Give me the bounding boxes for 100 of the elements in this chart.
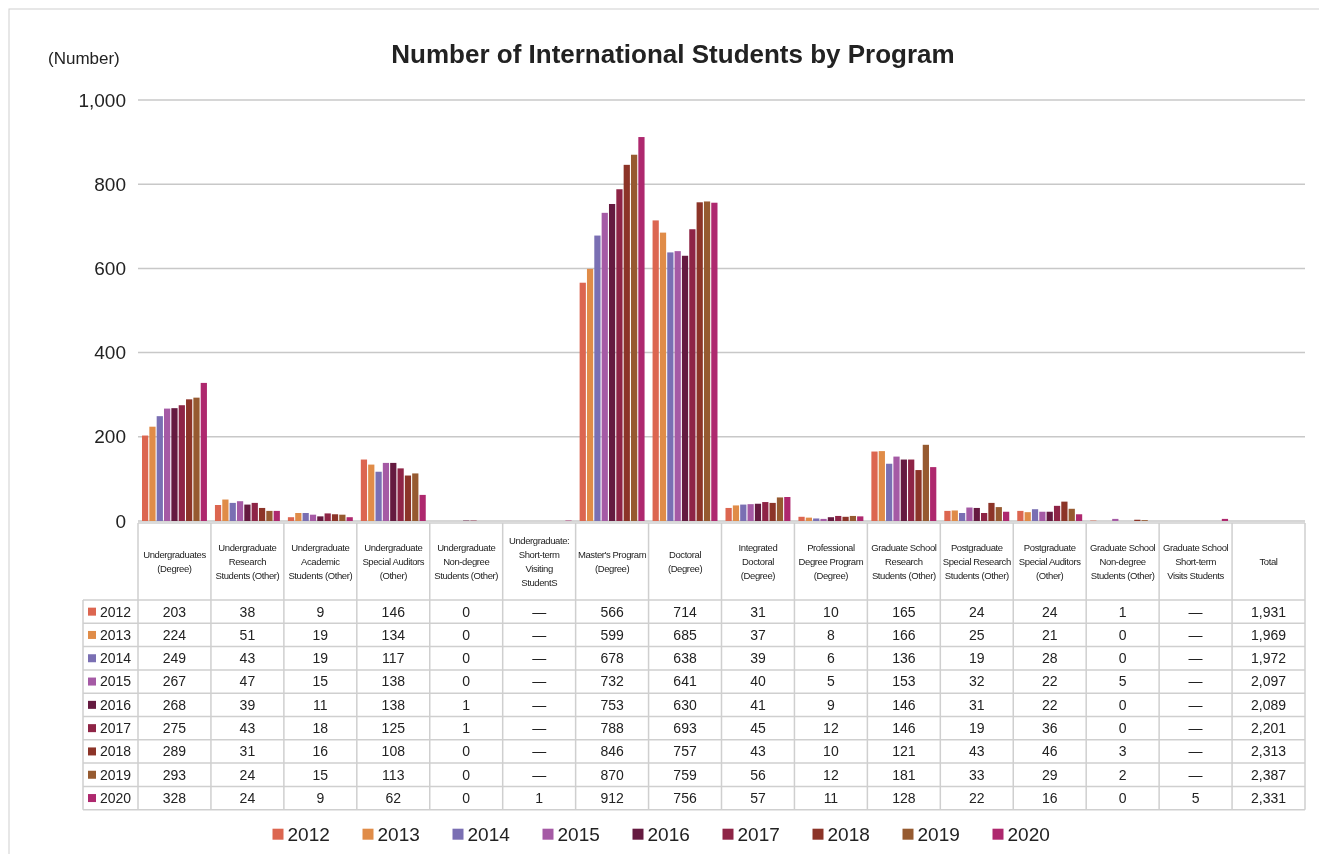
data-label: 275 bbox=[162, 720, 187, 737]
bar bbox=[966, 507, 973, 521]
text: — bbox=[1188, 743, 1203, 760]
bar bbox=[586, 268, 594, 521]
x-tick-label: Undergraduates (Degree) bbox=[143, 548, 207, 574]
bar bbox=[638, 137, 645, 521]
bar bbox=[251, 502, 258, 521]
data-label: 57 bbox=[750, 789, 766, 806]
data-label: 25 bbox=[968, 626, 985, 643]
bar bbox=[908, 459, 915, 521]
data-label: 756 bbox=[673, 789, 697, 806]
bar bbox=[222, 499, 229, 521]
bar bbox=[930, 467, 937, 521]
data-label: 146 bbox=[381, 603, 406, 620]
x-tick-label: Postgraduate Special Auditors (Other) bbox=[1018, 541, 1082, 581]
data-label: 28 bbox=[1041, 650, 1058, 667]
data-label: 24 bbox=[968, 603, 985, 620]
bar bbox=[419, 494, 426, 521]
text: — bbox=[1188, 650, 1203, 667]
text: — bbox=[532, 743, 547, 760]
bar bbox=[740, 504, 747, 521]
bar bbox=[186, 399, 193, 521]
bar bbox=[703, 201, 711, 521]
data-label: 47 bbox=[239, 673, 256, 690]
data-label: 138 bbox=[381, 696, 406, 713]
bar bbox=[156, 416, 163, 521]
bar bbox=[958, 513, 966, 521]
bar bbox=[667, 252, 674, 521]
data-label: 146 bbox=[892, 696, 916, 713]
bar bbox=[171, 408, 178, 521]
data-label: 146 bbox=[892, 720, 916, 737]
data-label: 24 bbox=[239, 789, 256, 806]
bar bbox=[236, 501, 244, 521]
bar bbox=[893, 456, 900, 521]
data-label: 268 bbox=[162, 696, 187, 713]
data-label: 16 bbox=[1041, 789, 1058, 806]
data-label: 693 bbox=[673, 720, 697, 737]
text: 2017 bbox=[737, 824, 780, 846]
bar bbox=[616, 189, 623, 521]
bar bbox=[1068, 508, 1075, 521]
data-label: 0 bbox=[462, 603, 471, 620]
data-label: 24 bbox=[239, 766, 256, 783]
bar bbox=[339, 514, 346, 521]
data-label: 136 bbox=[892, 650, 916, 667]
x-tick-label: Undergraduate Academic Students (Other) bbox=[288, 541, 353, 581]
legend-label: 2016 bbox=[100, 696, 132, 713]
bar bbox=[404, 475, 412, 521]
data-label: 113 bbox=[382, 766, 405, 783]
bar bbox=[368, 464, 375, 521]
data-label: 5 bbox=[1191, 789, 1200, 806]
x-tick-label: Master's Program (Degree) bbox=[577, 548, 647, 574]
data-label: 10 bbox=[823, 603, 839, 620]
data-label: 678 bbox=[600, 650, 624, 667]
data-label: 138 bbox=[381, 673, 406, 690]
data-label: 9 bbox=[316, 603, 325, 620]
x-tick-label: Undergraduate Non-degree Students (Other) bbox=[434, 541, 499, 581]
data-label: 9 bbox=[827, 696, 836, 713]
bar bbox=[725, 507, 732, 521]
data-label: 714 bbox=[673, 603, 697, 620]
text: — bbox=[1188, 603, 1203, 620]
bar bbox=[360, 459, 368, 521]
bar bbox=[1039, 511, 1046, 521]
bar bbox=[295, 513, 302, 521]
text: — bbox=[532, 603, 547, 620]
data-label: 2 bbox=[1118, 766, 1127, 783]
bar bbox=[1053, 505, 1061, 521]
bar bbox=[244, 504, 251, 521]
data-label: 15 bbox=[312, 766, 329, 783]
bar bbox=[922, 444, 929, 521]
x-tick-label: Professional Degree Program (Degree) bbox=[798, 541, 864, 581]
data-label: 1 bbox=[462, 696, 471, 713]
bar bbox=[674, 251, 681, 521]
data-label: 43 bbox=[750, 743, 766, 760]
data-label: 0 bbox=[462, 766, 471, 783]
legend-label: 2018 bbox=[100, 743, 132, 760]
x-tick-label: Undergraduate Research Students (Other) bbox=[215, 541, 280, 581]
bar bbox=[827, 517, 835, 521]
text: — bbox=[532, 626, 547, 643]
bar bbox=[900, 459, 907, 521]
bar bbox=[835, 515, 842, 521]
x-tick-label: Undergraduate: Short-term Visiting StudentS bbox=[508, 534, 570, 588]
data-label: 18 bbox=[312, 720, 329, 737]
data-label: 11 bbox=[823, 789, 839, 806]
data-label: 31 bbox=[968, 696, 985, 713]
data-label: 0 bbox=[1118, 789, 1127, 806]
data-label: 31 bbox=[750, 603, 766, 620]
bar bbox=[412, 473, 419, 521]
data-label: 181 bbox=[892, 766, 916, 783]
bar bbox=[193, 397, 200, 521]
bar bbox=[594, 235, 601, 521]
text: 2,089 bbox=[1251, 696, 1287, 713]
data-label: 125 bbox=[381, 720, 406, 737]
bar bbox=[1061, 501, 1068, 521]
data-label: 249 bbox=[162, 650, 187, 667]
x-tick-label: Doctoral (Degree) bbox=[667, 548, 703, 574]
bar bbox=[1046, 511, 1053, 521]
bar bbox=[857, 516, 864, 521]
text: — bbox=[532, 696, 547, 713]
data-label: 37 bbox=[750, 626, 766, 643]
data-label: 24 bbox=[1041, 603, 1058, 620]
